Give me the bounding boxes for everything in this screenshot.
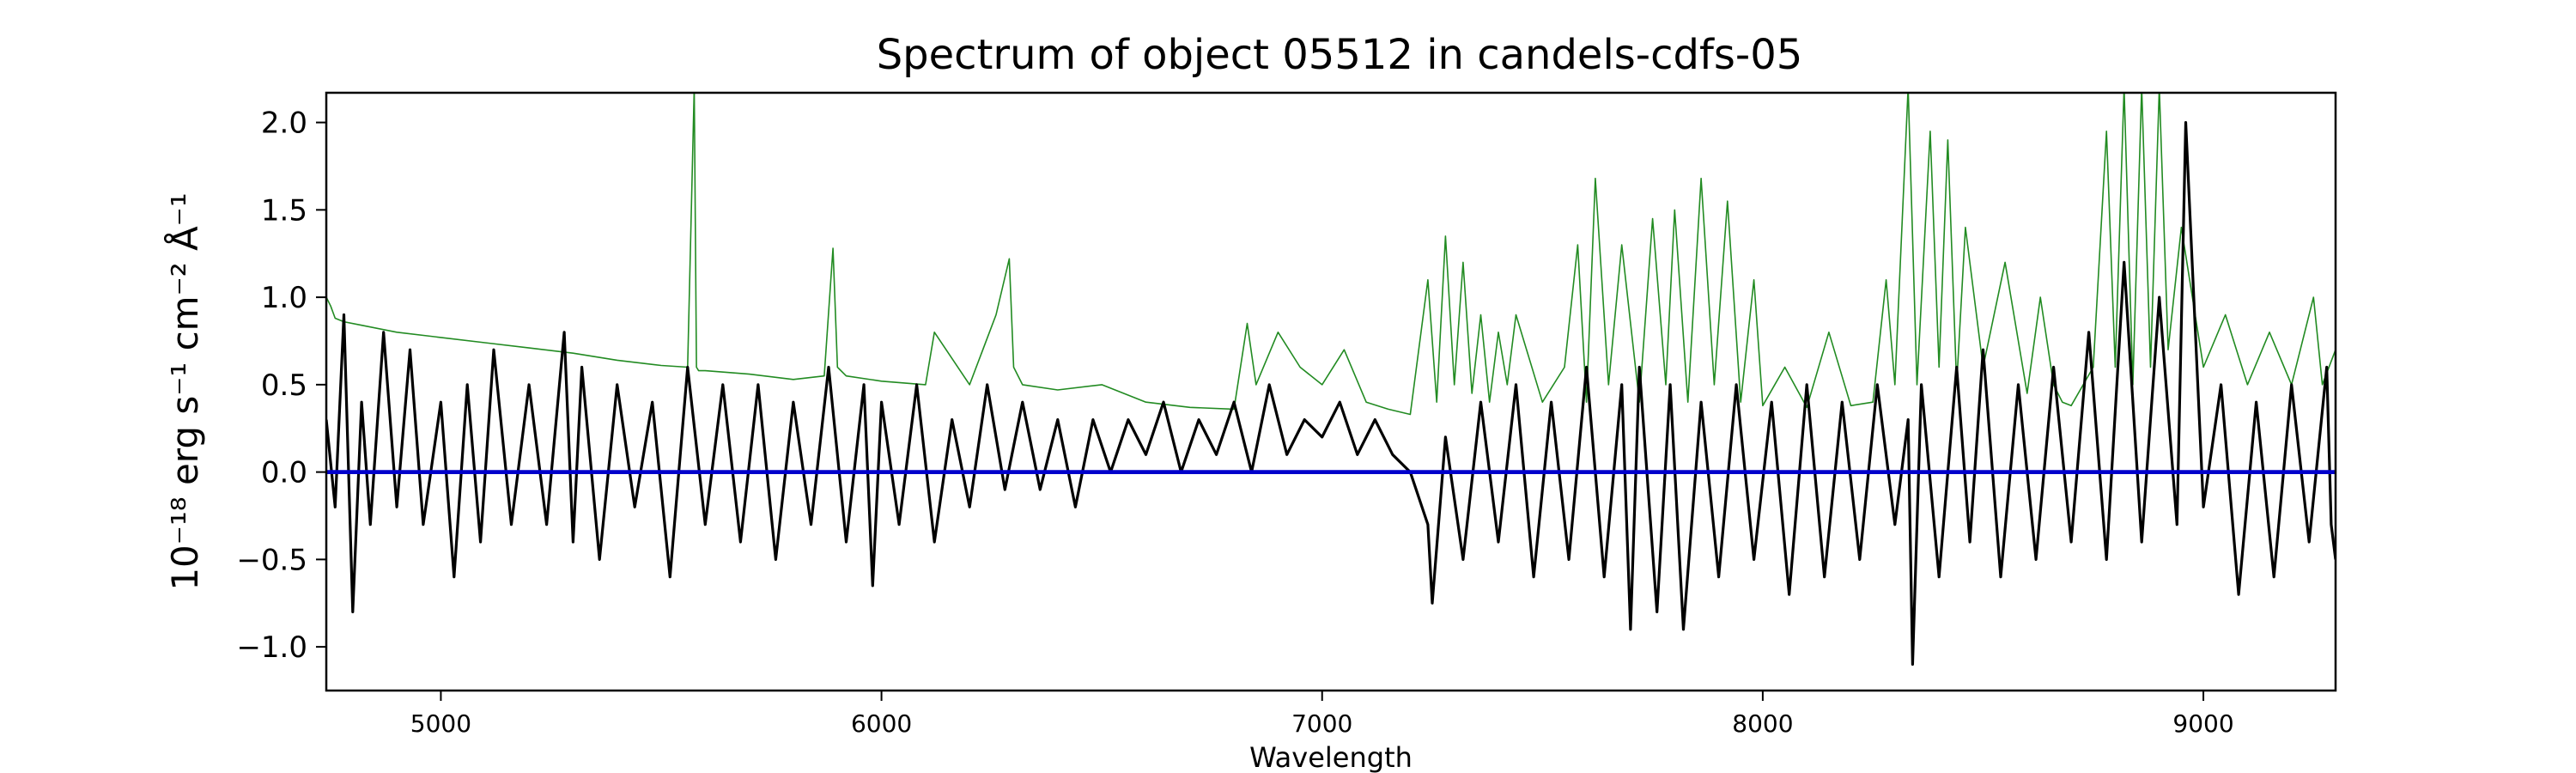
model-spectrum-line xyxy=(326,93,2336,416)
y-tick-label: −0.5 xyxy=(236,543,307,577)
x-tick-label: 8000 xyxy=(1732,709,1793,738)
plot-area xyxy=(326,93,2336,666)
plot-frame xyxy=(325,91,2337,692)
x-tick-label: 5000 xyxy=(410,709,471,738)
x-axis-label: Wavelength xyxy=(1249,741,1413,773)
x-tick-label: 6000 xyxy=(851,709,912,738)
y-tick-label: 0.0 xyxy=(261,456,307,490)
y-tick-label: 1.0 xyxy=(261,281,307,315)
y-tick-label: 0.5 xyxy=(261,368,307,403)
y-tick-label: −1.0 xyxy=(236,630,307,665)
y-axis-label: 10⁻¹⁸ erg s⁻¹ cm⁻² Å⁻¹ xyxy=(163,192,206,590)
y-tick-label: 1.5 xyxy=(261,193,307,228)
x-tick-label: 7000 xyxy=(1291,709,1352,738)
x-tick-label: 9000 xyxy=(2172,709,2233,738)
axes: 5000 6000 7000 8000 9000 2.0 1.5 1.0 0.5 0.0 −0.5 −… xyxy=(236,107,2233,738)
y-tick-label: 2.0 xyxy=(261,107,307,141)
observed-spectrum-line xyxy=(326,121,2336,666)
chart-title: Spectrum of object 05512 in candels-cdfs… xyxy=(877,31,1803,79)
